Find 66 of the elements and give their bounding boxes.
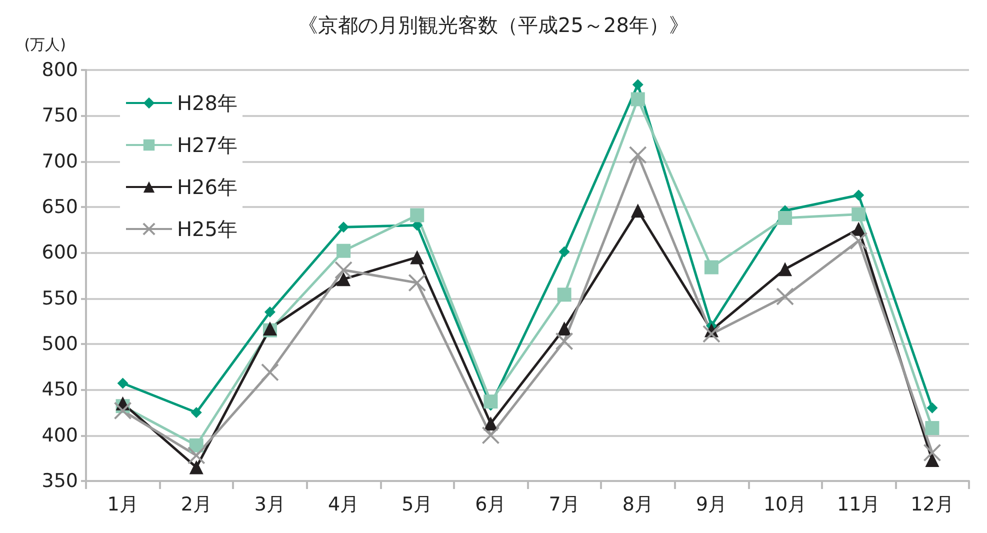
point [776, 288, 794, 306]
y-tick-label: 350 [42, 470, 78, 492]
point [408, 274, 426, 292]
point [850, 232, 868, 250]
x-tick-label: 8月 [622, 494, 654, 516]
point [630, 92, 645, 106]
point [628, 146, 647, 164]
point [190, 407, 202, 418]
x-tick-label: 4月 [328, 494, 360, 516]
point [336, 272, 351, 286]
point [925, 452, 940, 467]
point [260, 363, 279, 382]
point [630, 204, 645, 218]
point [410, 208, 424, 222]
x-tick-label: 1月 [107, 494, 138, 516]
point [923, 444, 942, 462]
y-tick-label: 450 [42, 378, 78, 401]
legend-label: H26年 [177, 175, 238, 199]
point [336, 244, 351, 258]
point [852, 207, 866, 222]
x-tick-label: 3月 [254, 494, 286, 516]
legend-label: H28年 [177, 91, 238, 115]
point [114, 402, 132, 420]
x-tick-label: 12月 [910, 494, 954, 516]
point [926, 402, 938, 414]
y-tick-label: 650 [42, 196, 78, 218]
y-tick-label: 800 [42, 59, 78, 81]
x-tick-label: 2月 [180, 494, 212, 516]
y-tick-label: 700 [42, 150, 78, 172]
point [334, 261, 353, 280]
point [925, 421, 940, 436]
y-tick-label: 550 [42, 287, 78, 310]
y-tick-label: 600 [42, 242, 78, 264]
point [484, 394, 498, 409]
point [117, 378, 128, 389]
point [853, 190, 864, 201]
point [189, 460, 204, 474]
legend-label: H27年 [177, 133, 238, 157]
point [557, 321, 572, 336]
x-tick-label: 5月 [402, 494, 433, 516]
y-tick-label: 500 [42, 333, 78, 355]
point [558, 246, 570, 258]
point [852, 222, 866, 236]
point [704, 260, 718, 274]
legend-label: H25年 [177, 217, 238, 241]
point [778, 210, 792, 225]
point [482, 426, 500, 444]
chart-title: 《京都の月別観光客数（平成25～28年）》 [298, 13, 689, 37]
y-tick-label: 750 [42, 104, 78, 127]
point [187, 446, 206, 464]
x-tick-label: 11月 [837, 494, 880, 516]
y-tick-label: 400 [42, 424, 78, 446]
y-axis-title: (万人) [24, 36, 66, 54]
x-tick-label: 9月 [696, 494, 728, 516]
point [555, 332, 574, 350]
point [778, 262, 792, 276]
x-tick-label: 10月 [763, 494, 807, 516]
point [264, 306, 276, 318]
point [702, 324, 720, 343]
point [338, 222, 350, 233]
point [410, 250, 424, 264]
point [557, 288, 572, 302]
x-tick-label: 6月 [475, 494, 506, 516]
point [484, 416, 498, 430]
point [632, 79, 644, 90]
x-tick-label: 7月 [548, 494, 580, 516]
